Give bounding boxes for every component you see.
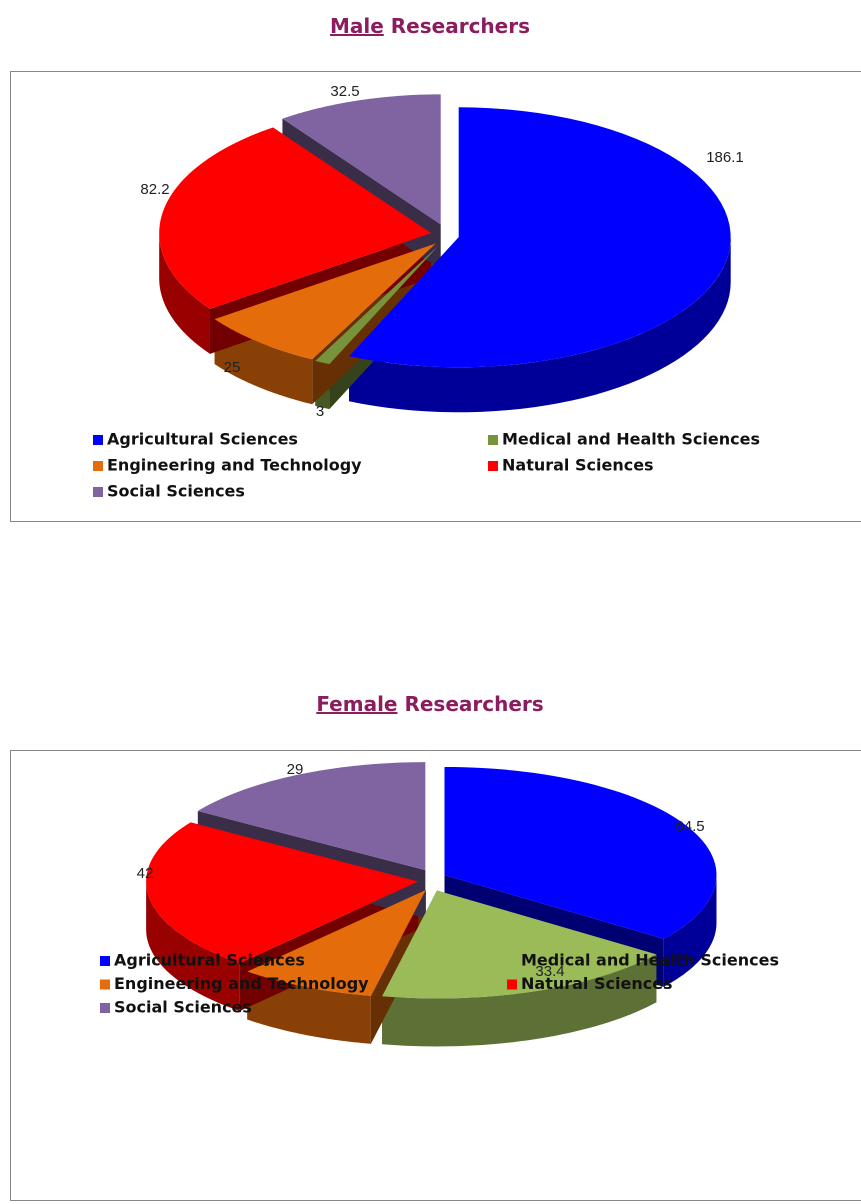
chart-title: Female Researchers xyxy=(316,692,543,716)
legend-label: Engineering and Technology xyxy=(114,974,369,993)
slice-side xyxy=(146,881,240,1012)
slice xyxy=(315,245,439,365)
slice xyxy=(247,890,426,996)
data-label: 3 xyxy=(316,403,324,420)
data-label: 186.1 xyxy=(706,149,744,166)
legend-label: Medical and Health Sciences xyxy=(502,430,760,449)
legend-swatch xyxy=(507,979,517,990)
data-label: 32.5 xyxy=(330,83,359,100)
legend-label: Natural Sciences xyxy=(502,456,654,475)
slice xyxy=(349,107,731,368)
legend-swatch xyxy=(507,956,517,966)
data-label: 15 xyxy=(254,953,271,970)
data-label: 33.4 xyxy=(535,963,564,980)
legend-swatch xyxy=(100,956,110,966)
chart-title: Male Researchers xyxy=(330,14,530,38)
legend-swatch xyxy=(488,461,498,471)
slice xyxy=(214,243,436,360)
legend-label: Engineering and Technology xyxy=(107,456,362,475)
legend-swatch xyxy=(488,435,498,445)
data-label: 42 xyxy=(137,865,154,882)
data-label: 29 xyxy=(287,761,304,778)
legend-label: Medical and Health Sciences xyxy=(521,951,779,970)
chart-frame xyxy=(10,750,861,1201)
slice xyxy=(382,890,657,999)
data-label: 82.2 xyxy=(140,181,169,198)
legend-swatch xyxy=(100,979,110,990)
slice-side xyxy=(663,874,717,987)
data-label: 64.5 xyxy=(675,818,704,835)
legend-swatch xyxy=(93,461,103,471)
slice xyxy=(159,127,432,309)
legend-label: Agricultural Sciences xyxy=(114,951,305,970)
chart-frame xyxy=(10,71,861,522)
slice-side xyxy=(349,237,731,413)
legend-label: Social Sciences xyxy=(114,998,252,1017)
legend-label: Natural Sciences xyxy=(521,974,673,993)
legend-swatch xyxy=(100,1003,110,1013)
slice-side xyxy=(382,954,657,1047)
legend-label: Agricultural Sciences xyxy=(107,430,298,449)
slice xyxy=(197,762,426,871)
slice xyxy=(444,766,717,939)
legend-label: Social Sciences xyxy=(107,482,245,501)
data-label: 25 xyxy=(224,359,241,376)
slice-side xyxy=(159,233,210,354)
legend-swatch xyxy=(93,487,103,497)
slice xyxy=(146,822,419,964)
slice xyxy=(282,94,441,225)
legend-swatch xyxy=(93,435,103,445)
